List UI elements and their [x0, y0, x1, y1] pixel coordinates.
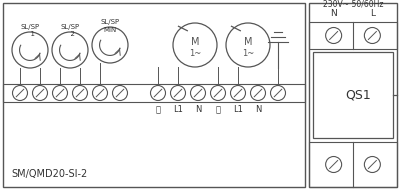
Circle shape [112, 86, 128, 101]
Text: M: M [244, 37, 252, 47]
Circle shape [173, 23, 217, 67]
Bar [309, 142, 397, 187]
Text: SL/SP
  2: SL/SP 2 [60, 24, 80, 37]
Bar [3, 3, 305, 187]
Circle shape [170, 86, 186, 101]
Bar [3, 84, 305, 102]
Circle shape [230, 86, 246, 101]
Circle shape [150, 86, 166, 101]
Circle shape [250, 86, 266, 101]
Circle shape [12, 32, 48, 68]
Circle shape [12, 86, 28, 101]
Circle shape [326, 28, 342, 44]
Circle shape [72, 86, 88, 101]
Bar [309, 22, 397, 49]
Bar [309, 3, 397, 187]
Text: SL/SP
  1: SL/SP 1 [20, 24, 40, 37]
Text: ⏚: ⏚ [216, 105, 220, 115]
Circle shape [364, 157, 380, 173]
Text: 1~: 1~ [242, 48, 254, 58]
Circle shape [52, 32, 88, 68]
Circle shape [92, 86, 108, 101]
Text: L: L [370, 10, 375, 18]
Circle shape [326, 157, 342, 173]
Text: L1: L1 [173, 105, 183, 115]
Circle shape [364, 28, 380, 44]
Text: N: N [195, 105, 201, 115]
Text: 230V~ 50/60Hz: 230V~ 50/60Hz [323, 0, 383, 9]
Text: L1: L1 [233, 105, 243, 115]
Text: N: N [330, 10, 337, 18]
Text: ⏚: ⏚ [156, 105, 160, 115]
Text: SL/SP
MIN: SL/SP MIN [100, 19, 120, 32]
Text: 1~: 1~ [189, 48, 201, 58]
Circle shape [190, 86, 206, 101]
Text: SM/QMD20-SI-2: SM/QMD20-SI-2 [11, 169, 87, 179]
Bar [313, 52, 393, 138]
Circle shape [92, 27, 128, 63]
Circle shape [32, 86, 48, 101]
Circle shape [270, 86, 286, 101]
Circle shape [52, 86, 68, 101]
Text: N: N [255, 105, 261, 115]
Circle shape [226, 23, 270, 67]
Text: M: M [191, 37, 199, 47]
Circle shape [210, 86, 226, 101]
Text: QS1: QS1 [345, 89, 371, 101]
